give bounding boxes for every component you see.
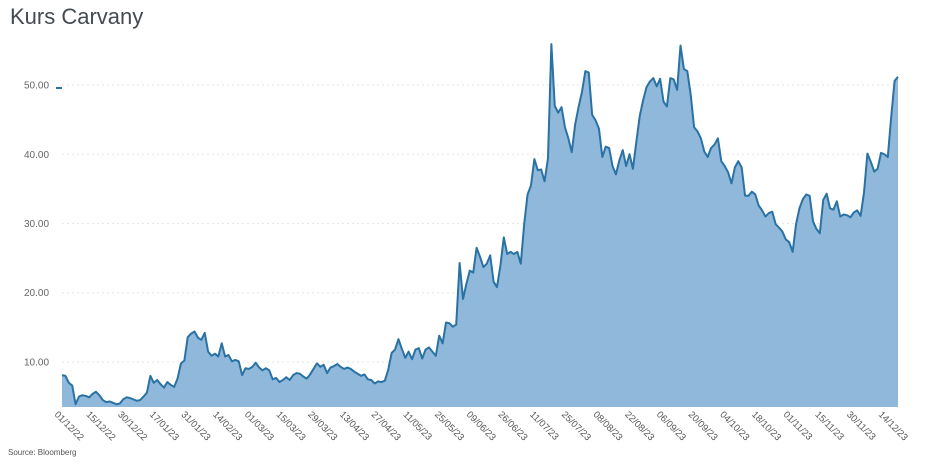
x-tick-label: 26/06/23 — [496, 409, 530, 443]
x-tick-label: 20/09/23 — [686, 409, 720, 443]
x-tick-label: 29/03/23 — [305, 409, 339, 443]
x-tick-label: 14/12/23 — [876, 409, 910, 443]
x-tick-label: 30/11/23 — [844, 409, 877, 442]
y-tick-label: 30.00 — [24, 219, 49, 230]
y-tick-label: 50.00 — [24, 81, 49, 92]
x-tick-label: 06/09/23 — [654, 409, 688, 443]
y-tick-label: 20.00 — [24, 288, 49, 299]
x-tick-label: 04/10/23 — [717, 409, 751, 443]
x-tick-label: 01/12/22 — [52, 409, 86, 443]
x-tick-label: 13/04/23 — [337, 409, 371, 443]
x-tick-label: 25/05/23 — [432, 409, 466, 443]
x-tick-label: 08/08/23 — [591, 409, 625, 443]
x-tick-label: 09/06/23 — [464, 409, 498, 443]
x-tick-label: 15/03/23 — [274, 409, 308, 443]
x-tick-label: 01/11/23 — [781, 409, 814, 442]
x-tick-label: 14/02/23 — [210, 409, 244, 443]
price-line — [61, 43, 899, 406]
x-tick-label: 25/07/23 — [559, 409, 593, 443]
y-tick-label: 10.00 — [24, 357, 49, 368]
chart-title: Kurs Carvany — [10, 4, 144, 29]
x-axis-ticks: 01/12/2215/12/2230/12/2217/01/2331/01/23… — [52, 409, 910, 443]
x-tick-label: 30/12/22 — [115, 409, 149, 443]
price-area — [62, 44, 898, 408]
x-tick-label: 17/01/23 — [147, 409, 181, 443]
source-note: Source: Bloomberg — [8, 448, 77, 457]
x-tick-label: 15/11/23 — [812, 409, 845, 442]
x-tick-label: 01/03/23 — [242, 409, 276, 443]
x-tick-label: 11/05/23 — [400, 409, 433, 442]
y-axis-ticks: 10.00 20.00 30.00 40.00 50.00 — [24, 81, 49, 369]
x-tick-label: 11/07/23 — [527, 409, 560, 442]
y-tick-label: 40.00 — [24, 150, 49, 161]
x-tick-label: 27/04/23 — [369, 409, 403, 443]
x-tick-label: 15/12/22 — [84, 409, 118, 443]
x-tick-label: 22/08/23 — [622, 409, 656, 443]
x-tick-label: 18/10/23 — [749, 409, 783, 443]
x-tick-label: 31/01/23 — [179, 409, 213, 443]
